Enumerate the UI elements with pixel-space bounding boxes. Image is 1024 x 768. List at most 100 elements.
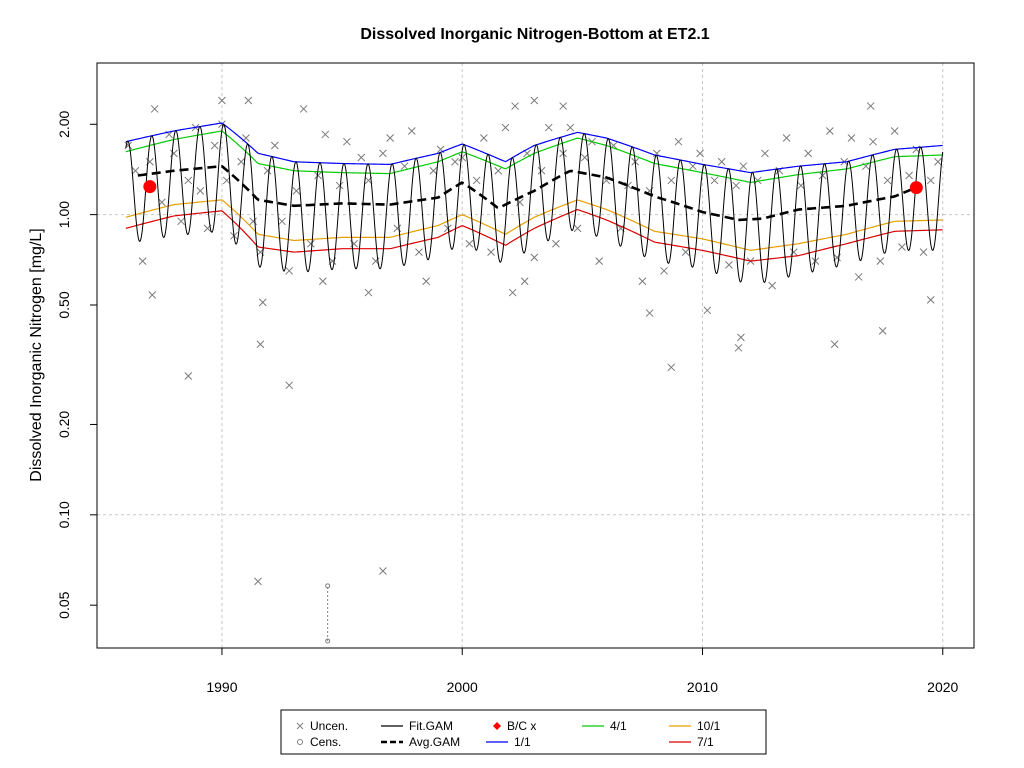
data-point [739,162,748,171]
data-point [407,127,416,135]
data-point [919,248,928,256]
data-point [768,281,777,290]
data-point [737,333,745,342]
data-point [782,134,791,142]
x-tick-label: 2000 [447,679,478,695]
data-point [905,171,913,180]
chart-title: Dissolved Inorganic Nitrogen-Bottom at E… [360,26,709,43]
data-point [429,166,438,175]
plot-frame [96,62,975,649]
data-point [696,149,704,158]
data-point [689,162,697,171]
data-point [508,288,517,297]
data-point [573,224,582,233]
data-point [177,217,185,226]
fit-gam-path [125,123,944,284]
data-point [170,149,178,158]
data-point [458,153,467,162]
data-point [789,248,798,256]
x-tick-label: 2020 [927,679,958,695]
bc-point [143,180,157,194]
legend-label: Fit.GAM [409,719,453,733]
bc-points [143,180,923,195]
data-point [876,257,885,265]
data-point [710,176,719,185]
series-line-7-1 [125,209,943,262]
data-point [479,134,488,142]
data-point [218,96,226,105]
data-point [258,298,267,307]
data-point [520,277,529,286]
data-point [184,372,193,380]
data-point [321,130,330,139]
data-point [472,176,481,185]
x-axis: 1990 2000 2010 2020 [206,648,959,695]
data-point [343,137,351,146]
uncensored-points [124,96,942,586]
data-point [285,381,294,390]
data-point [934,157,942,166]
data-point [422,277,431,286]
data-point [237,157,246,166]
data-point [703,306,712,315]
data-point [393,224,402,233]
data-point [335,181,344,190]
legend-label: Avg.GAM [409,735,460,749]
data-point [717,157,726,166]
legend-symbol-bc [493,722,501,730]
data-point [761,149,769,158]
data-point [196,187,205,195]
legend-label: 10/1 [697,719,721,733]
avg-gam-path [137,164,920,222]
data-point [379,567,387,575]
legend-label: Uncen. [310,719,348,733]
data-point [244,96,253,105]
data-point [487,248,495,256]
legend-symbol-cens [297,739,303,745]
data-point [364,288,373,297]
data-point [883,176,892,185]
data-point [451,157,459,166]
data-point [595,257,604,265]
data-point [494,166,503,175]
data-point [530,96,539,105]
data-point [926,296,935,304]
data-point [681,248,690,256]
data-point [254,577,262,586]
data-point [624,181,632,190]
data-point [400,162,409,171]
data-point [667,363,676,372]
data-point [465,239,474,248]
data-point [148,291,157,299]
y-axis: 0.05 0.10 0.20 0.50 1.00 2.00 [56,110,97,619]
data-point [299,105,308,113]
series-line-10-1 [125,199,943,251]
data-point [559,102,567,110]
legend-symbol-uncen [296,722,304,730]
data-point [804,149,813,158]
censored-points [325,583,331,644]
data-point [530,253,539,262]
data-point [926,176,935,185]
data-point [847,134,856,142]
data-point [638,277,647,286]
censored-point [325,638,331,644]
data-point [674,137,683,146]
data-point [725,261,733,269]
legend-label: 1/1 [514,735,531,749]
data-point [830,340,839,349]
data-point [552,239,560,248]
legend: Uncen. Cens. Fit.GAM Avg.GAM B/C x 1/1 4/1 7/1 1… [280,709,767,755]
data-point [379,149,387,158]
x-tick-label: 1990 [206,679,237,695]
legend-box [280,709,767,755]
data-point [825,127,834,135]
data-point [415,248,423,256]
y-tick-label: 0.50 [56,291,72,318]
data-point [645,309,654,317]
data-point [150,105,159,113]
series-line-4-1 [125,130,943,184]
data-point [660,266,668,275]
y-axis-label: Dissolved Inorganic Nitrogen [mg/L] [28,228,45,481]
